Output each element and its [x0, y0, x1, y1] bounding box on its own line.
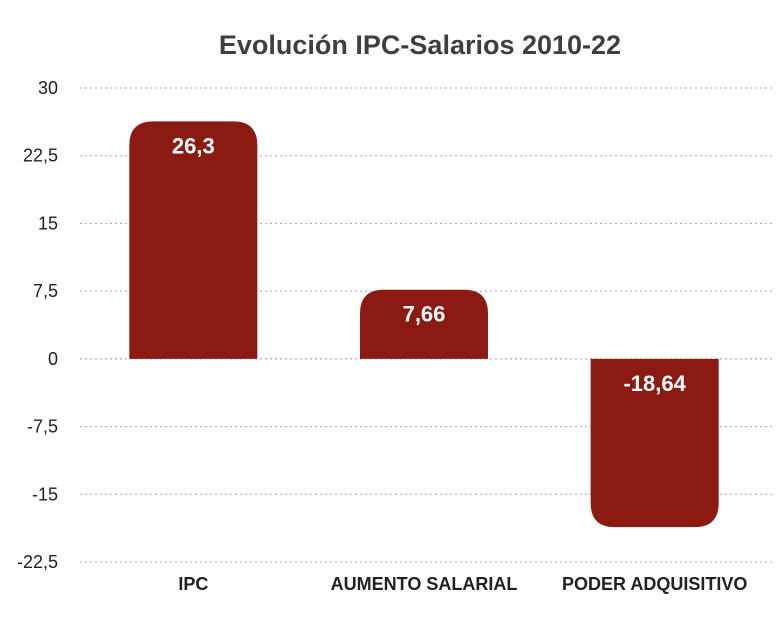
x-axis-ticks: IPC AUMENTO SALARIAL PODER ADQUISITIVO [178, 574, 747, 594]
data-label: 26,3 [172, 133, 215, 158]
y-tick-label: 0 [48, 349, 58, 369]
data-label: -18,64 [623, 371, 686, 396]
y-tick-label: -22,5 [17, 552, 58, 572]
bars: 26,3 7,66 -18,64 [129, 121, 719, 528]
x-tick-label: PODER ADQUISITIVO [562, 574, 747, 594]
x-tick-label: AUMENTO SALARIAL [331, 574, 518, 594]
data-label: 7,66 [403, 302, 446, 327]
bar-ipc [129, 121, 258, 359]
y-tick-label: 22,5 [23, 146, 58, 166]
y-tick-label: 7,5 [33, 281, 58, 301]
y-tick-label: 15 [38, 213, 58, 233]
y-tick-label: 30 [38, 78, 58, 98]
y-tick-label: -15 [32, 484, 58, 504]
bar-poder-adquisitivo [590, 358, 719, 528]
chart-title: Evolución IPC-Salarios 2010-22 [219, 30, 621, 60]
y-axis-ticks: 30 22,5 15 7,5 0 -7,5 -15 -22,5 [17, 78, 58, 572]
bar-aumento-salarial [360, 289, 488, 359]
x-tick-label: IPC [178, 574, 208, 594]
y-tick-label: -7,5 [27, 417, 58, 437]
